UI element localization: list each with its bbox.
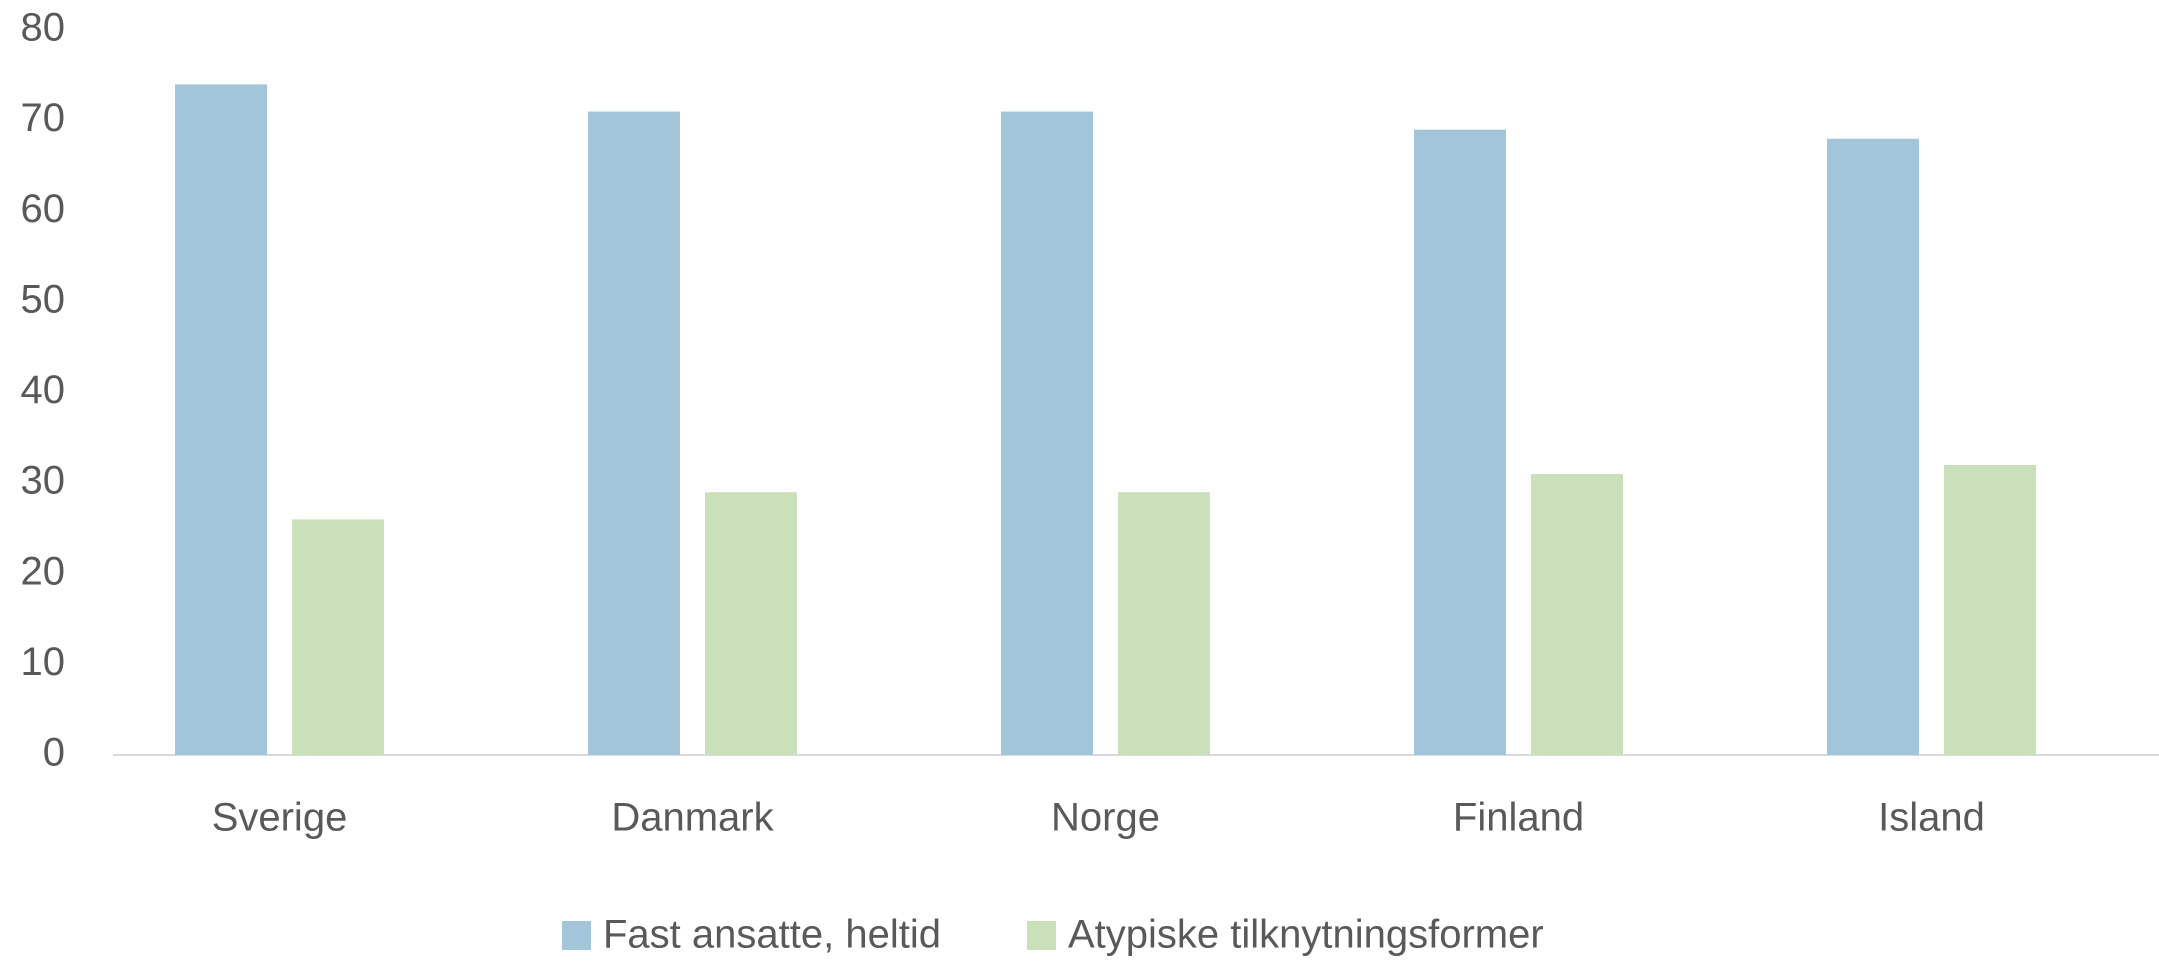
bar xyxy=(292,519,384,755)
y-tick-label: 80 xyxy=(21,6,66,50)
x-tick-label: Norge xyxy=(1051,796,1160,840)
y-tick-label: 0 xyxy=(43,731,65,775)
y-tick-label: 70 xyxy=(21,96,66,140)
bar xyxy=(588,111,680,755)
bar xyxy=(1414,129,1506,755)
y-tick-label: 30 xyxy=(21,459,66,503)
bar xyxy=(1827,138,1919,755)
bar xyxy=(1118,492,1210,755)
x-tick-label: Island xyxy=(1878,796,1985,840)
bar xyxy=(1944,465,2036,755)
legend-label: Atypiske tilknytningsformer xyxy=(1068,913,1544,957)
y-tick-label: 50 xyxy=(21,277,66,321)
y-tick-label: 10 xyxy=(21,640,66,684)
y-tick-label: 20 xyxy=(21,549,66,593)
bar xyxy=(1001,111,1093,755)
y-tick-label: 60 xyxy=(21,187,66,231)
y-tick-label: 40 xyxy=(21,368,66,412)
x-tick-label: Sverige xyxy=(212,796,348,840)
x-tick-label: Finland xyxy=(1453,796,1584,840)
bar xyxy=(1531,474,1623,755)
bar xyxy=(175,84,267,755)
x-tick-label: Danmark xyxy=(611,796,774,840)
legend-label: Fast ansatte, heltid xyxy=(603,913,941,957)
bar xyxy=(705,492,797,755)
legend-swatch xyxy=(1026,921,1056,950)
legend-swatch xyxy=(562,921,591,950)
